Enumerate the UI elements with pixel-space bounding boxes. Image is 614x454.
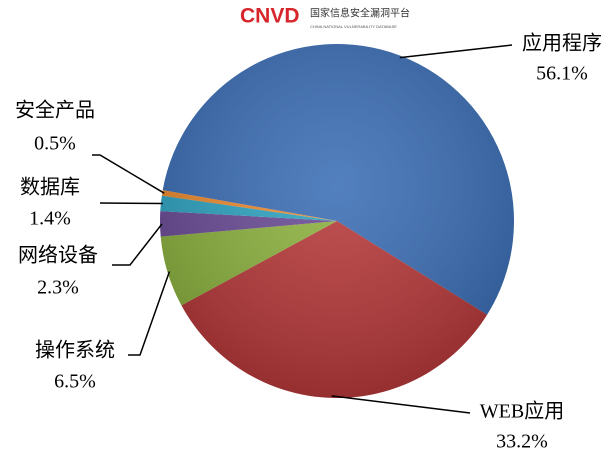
value-label: 56.1%	[536, 63, 588, 85]
logo-name: 国家信息安全漏洞平台	[310, 7, 410, 20]
slice-label: 网络设备	[18, 244, 98, 267]
value-label: 1.4%	[29, 208, 71, 230]
logo-mark: CNVD	[240, 5, 300, 28]
slice-label: 应用程序	[522, 32, 602, 55]
value-label: 33.2%	[496, 431, 548, 453]
logo-subtitle: CHINA NATIONAL VULNERABILITY DATABASE	[310, 24, 397, 29]
value-label: 6.5%	[54, 371, 96, 393]
value-label: 2.3%	[37, 277, 79, 299]
slice-label: WEB应用	[480, 400, 564, 423]
leader-line	[399, 44, 513, 59]
leader-line	[92, 154, 165, 194]
leader-line	[128, 271, 171, 356]
slice-label: 操作系统	[35, 339, 115, 362]
leader-line	[99, 202, 163, 205]
slice-label: 安全产品	[15, 99, 95, 122]
leader-line	[112, 223, 163, 266]
slice-label: 数据库	[20, 176, 80, 199]
logo: CNVD 国家信息安全漏洞平台 CHINA NATIONAL VULNERABI…	[240, 5, 410, 30]
leader-line	[331, 395, 471, 414]
value-label: 0.5%	[34, 133, 76, 155]
